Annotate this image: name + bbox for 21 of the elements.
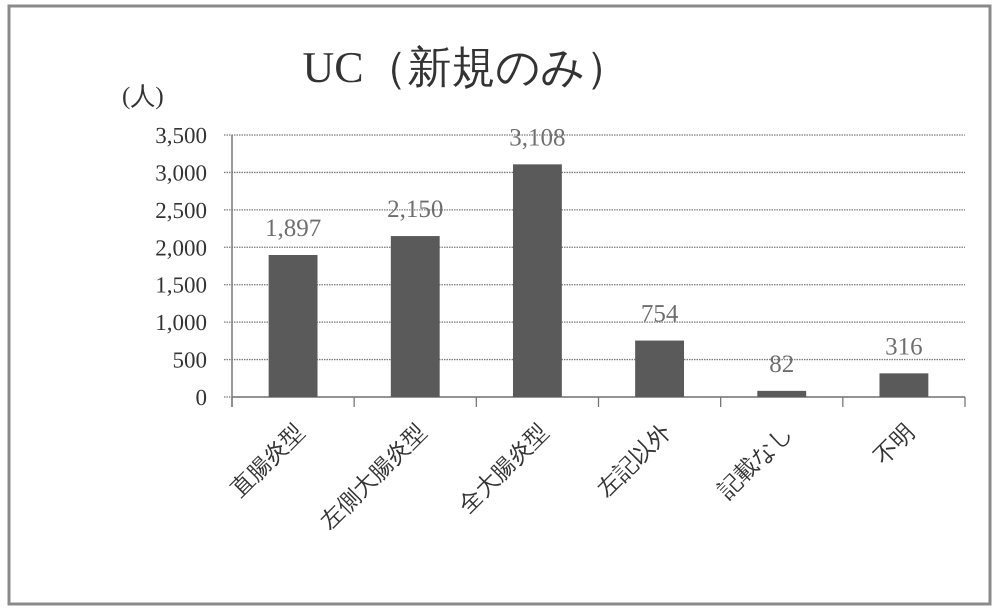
title: UC（新規のみ） [302, 43, 630, 92]
category-label: 直腸炎型 [226, 418, 309, 502]
category-label: 不明 [869, 418, 920, 470]
data-label: 316 [885, 333, 923, 360]
category-label: 左側大腸炎型 [316, 418, 431, 534]
y-tick-label: 3,500 [155, 123, 207, 148]
y-tick-label: 1,500 [155, 272, 207, 298]
category-label: 記載なし [713, 418, 798, 503]
y-tick-label: 500 [172, 348, 207, 373]
data-label: 3,108 [509, 124, 566, 152]
y-tick-label: 2,000 [155, 235, 207, 260]
data-label: 2,150 [387, 196, 444, 224]
ylabel: (人) [122, 83, 164, 110]
data-label: 754 [640, 300, 678, 328]
category-label: 全大腸炎型 [454, 418, 553, 518]
y-tick-label: 1,000 [155, 310, 207, 336]
y-tick-label: 2,500 [155, 198, 207, 223]
category-label: 左記以外 [592, 418, 676, 502]
data-label: 1,897 [264, 215, 322, 242]
y-tick-label: 0 [196, 385, 207, 410]
y-tick-label: 3,000 [155, 160, 207, 186]
